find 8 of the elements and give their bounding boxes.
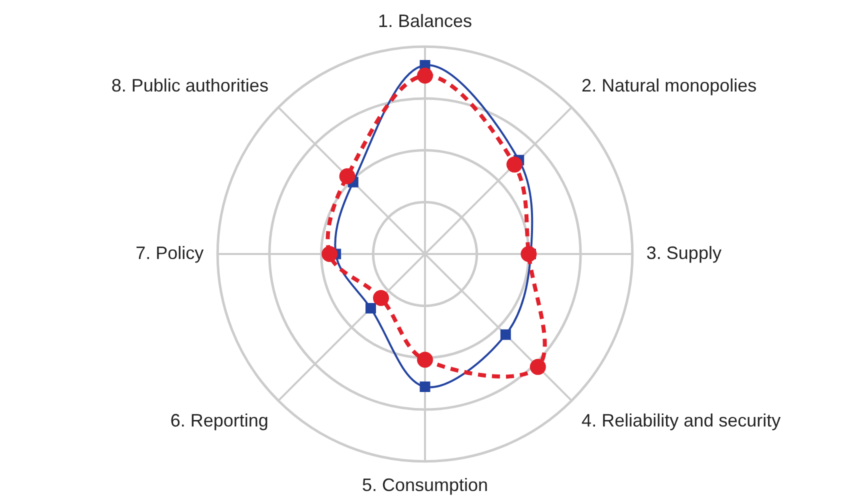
spoke-label: 8. Public authorities [111,76,268,96]
spoke-label: 7. Policy [136,242,204,263]
spoke-label: 3. Supply [646,242,722,263]
spoke-label: 5. Consumption [362,475,488,496]
spoke-label: 4. Reliability and security [582,410,781,430]
spoke-label: 6. Reporting [170,410,268,430]
spoke-label: 2. Natural monopolies [582,76,757,96]
spoke-label: 1. Balances [378,10,472,31]
